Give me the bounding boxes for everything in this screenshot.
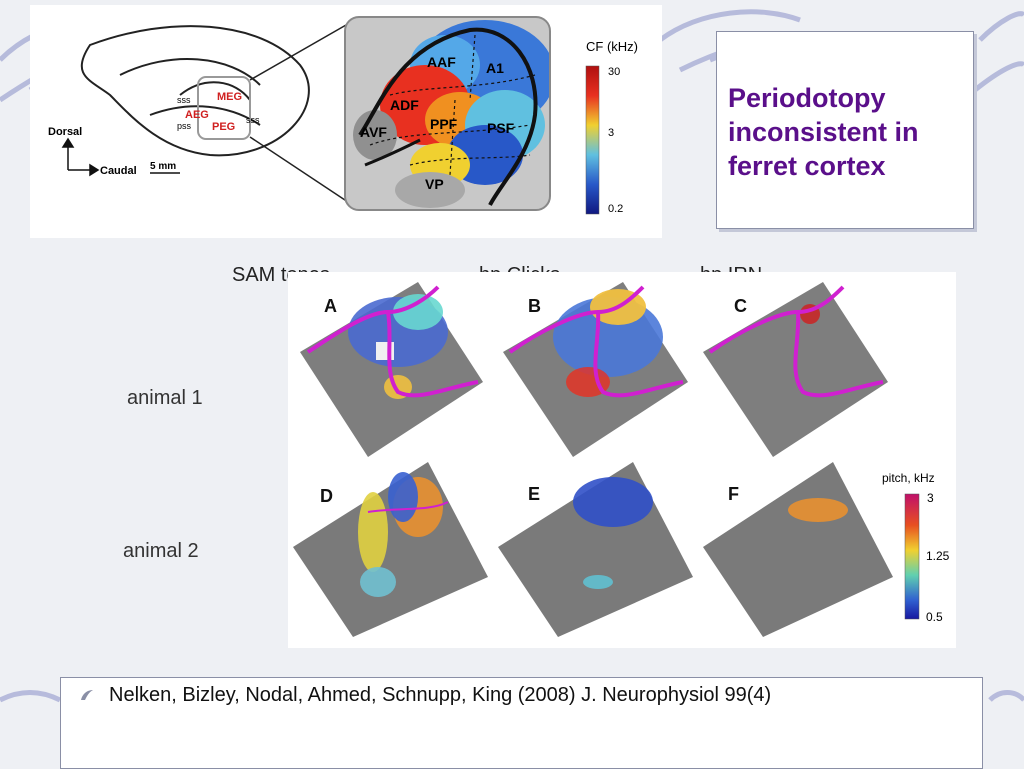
- pitch-tick-05: 0.5: [926, 610, 943, 624]
- cf-colorbar-title: CF (kHz): [586, 39, 638, 54]
- field-adf: ADF: [390, 97, 419, 113]
- row-label-animal-2: animal 2: [123, 540, 199, 562]
- cf-tick-02: 0.2: [608, 203, 623, 215]
- meg-label: MEG: [217, 91, 242, 103]
- zoom-line-bottom: [249, 136, 361, 211]
- cortex-anatomy-figure: Dorsal Caudal 5 mm sss pss sss MEG AEG P…: [30, 5, 662, 238]
- pitch-colorbar: [904, 493, 920, 620]
- slide-title: Periodotopy inconsistent in ferret corte…: [728, 83, 919, 181]
- panel-d-label: D: [320, 486, 333, 506]
- cf-tick-30: 30: [608, 66, 620, 78]
- peg-label: PEG: [212, 121, 235, 133]
- field-aaf: AAF: [427, 54, 456, 70]
- ferret-brain-diagram: Dorsal Caudal 5 mm sss pss sss MEG AEG P…: [48, 16, 638, 215]
- panel-b-label: B: [528, 296, 541, 316]
- cf-colorbar: [585, 65, 600, 215]
- panel-e-label: E: [528, 484, 540, 504]
- panel-a-label: A: [324, 296, 337, 316]
- sss-left-label: sss: [177, 95, 191, 105]
- periodotopy-maps: A B C D: [288, 272, 956, 648]
- zoom-line-top: [249, 16, 361, 81]
- panel-d: D: [293, 462, 488, 637]
- panel-a: A: [300, 282, 483, 457]
- panel-b: B: [503, 282, 688, 457]
- row-label-animal-1: animal 1: [127, 387, 203, 409]
- field-avf: AVF: [360, 124, 387, 140]
- panel-f: F: [703, 462, 893, 637]
- field-a1: A1: [486, 60, 504, 76]
- pitch-tick-125: 1.25: [926, 549, 950, 563]
- bullet-icon: [81, 690, 93, 700]
- reference-text: Nelken, Bizley, Nodal, Ahmed, Schnupp, K…: [109, 684, 772, 706]
- tonotopic-map: [345, 17, 550, 210]
- field-psf: PSF: [487, 120, 515, 136]
- sss-right-label: sss: [246, 115, 260, 125]
- panel-c-label: C: [734, 296, 747, 316]
- field-ppf: PPF: [430, 116, 458, 132]
- panel-f-label: F: [728, 484, 739, 504]
- cf-tick-3: 3: [608, 127, 614, 139]
- pitch-colorbar-title: pitch, kHz: [882, 471, 935, 485]
- scale-label: 5 mm: [150, 161, 176, 172]
- field-vp: VP: [425, 176, 444, 192]
- panel-c: C: [703, 282, 888, 457]
- dorsal-label: Dorsal: [48, 126, 82, 138]
- reference-box: Nelken, Bizley, Nodal, Ahmed, Schnupp, K…: [60, 677, 983, 769]
- caudal-label: Caudal: [100, 165, 137, 177]
- pss-label: pss: [177, 121, 192, 131]
- aeg-label: AEG: [185, 109, 209, 121]
- panel-e: E: [498, 462, 693, 637]
- maps-svg: A B C D: [293, 282, 950, 637]
- slide-title-box: Periodotopy inconsistent in ferret corte…: [716, 31, 974, 229]
- pitch-tick-3: 3: [927, 491, 934, 505]
